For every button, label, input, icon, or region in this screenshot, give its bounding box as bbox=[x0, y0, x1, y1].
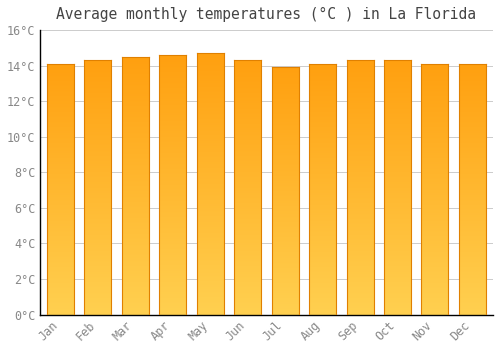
Title: Average monthly temperatures (°C ) in La Florida: Average monthly temperatures (°C ) in La… bbox=[56, 7, 476, 22]
